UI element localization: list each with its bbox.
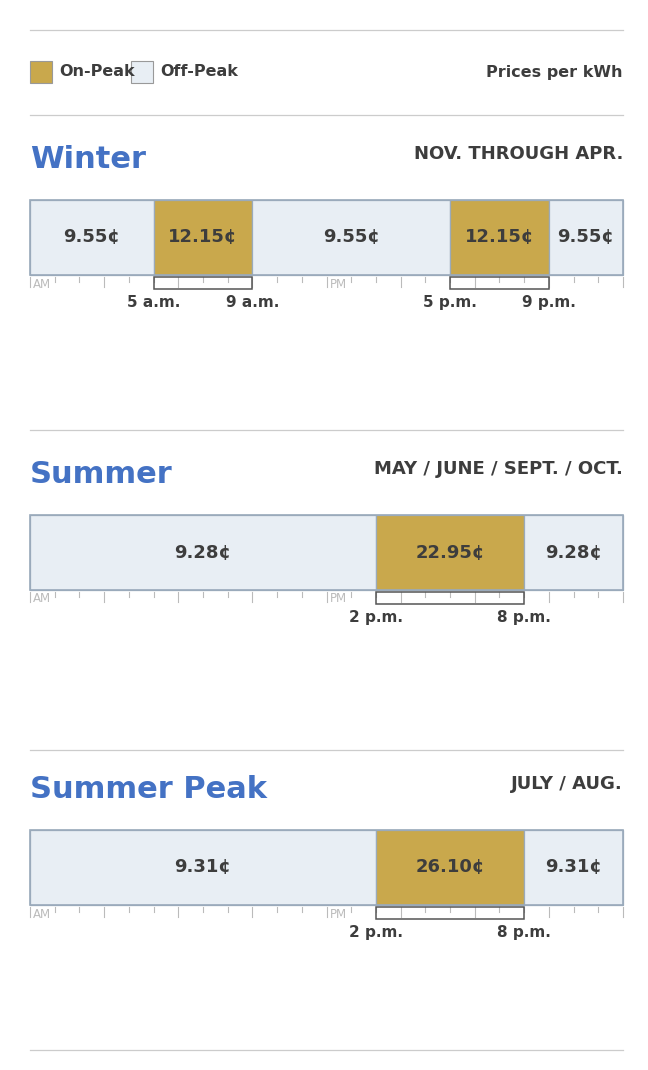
Text: 9.55¢: 9.55¢ — [557, 229, 614, 246]
Text: 9 a.m.: 9 a.m. — [226, 295, 279, 310]
Text: PM: PM — [329, 593, 347, 606]
Text: 12.15¢: 12.15¢ — [168, 229, 238, 246]
Bar — [154, 277, 252, 289]
Text: JULY / AUG.: JULY / AUG. — [511, 775, 623, 793]
Text: Prices per kWh: Prices per kWh — [487, 64, 623, 79]
Bar — [376, 592, 524, 603]
Bar — [252, 200, 450, 275]
Bar — [524, 830, 623, 905]
Text: 5 a.m.: 5 a.m. — [127, 295, 180, 310]
Bar — [30, 61, 52, 83]
Text: 9.28¢: 9.28¢ — [545, 544, 602, 562]
Text: 22.95¢: 22.95¢ — [415, 544, 485, 562]
Text: 2 p.m.: 2 p.m. — [349, 610, 403, 625]
Text: Summer: Summer — [30, 460, 173, 489]
Text: 9.31¢: 9.31¢ — [174, 858, 231, 876]
Text: On-Peak: On-Peak — [59, 64, 135, 79]
Text: AM: AM — [33, 593, 51, 606]
Text: Summer Peak: Summer Peak — [30, 775, 267, 804]
Text: 9.28¢: 9.28¢ — [174, 544, 231, 562]
Text: 9.55¢: 9.55¢ — [64, 229, 121, 246]
Text: AM: AM — [33, 907, 51, 920]
Bar — [524, 515, 623, 590]
Bar — [376, 907, 524, 919]
Bar — [376, 830, 524, 905]
Bar — [30, 515, 376, 590]
Text: PM: PM — [329, 907, 347, 920]
Text: 9.31¢: 9.31¢ — [545, 858, 602, 876]
Text: PM: PM — [329, 277, 347, 290]
Bar — [450, 277, 549, 289]
Text: MAY / JUNE / SEPT. / OCT.: MAY / JUNE / SEPT. / OCT. — [374, 460, 623, 478]
Text: 8 p.m.: 8 p.m. — [497, 924, 551, 941]
Text: NOV. THROUGH APR.: NOV. THROUGH APR. — [413, 146, 623, 163]
Text: AM: AM — [33, 277, 51, 290]
Text: 8 p.m.: 8 p.m. — [497, 610, 551, 625]
Bar — [154, 200, 252, 275]
Bar — [549, 200, 623, 275]
Text: 9 p.m.: 9 p.m. — [522, 295, 576, 310]
Bar — [30, 515, 623, 590]
Bar — [30, 830, 623, 905]
Text: 2 p.m.: 2 p.m. — [349, 924, 403, 941]
Bar — [30, 200, 623, 275]
Text: 12.15¢: 12.15¢ — [465, 229, 534, 246]
Bar — [131, 61, 153, 83]
Text: 9.55¢: 9.55¢ — [323, 229, 380, 246]
Bar — [376, 515, 524, 590]
Bar — [30, 830, 376, 905]
Text: 26.10¢: 26.10¢ — [415, 858, 485, 876]
Text: Winter: Winter — [30, 146, 146, 174]
Text: Off-Peak: Off-Peak — [160, 64, 238, 79]
Bar — [450, 200, 549, 275]
Text: 5 p.m.: 5 p.m. — [423, 295, 477, 310]
Bar — [30, 200, 154, 275]
